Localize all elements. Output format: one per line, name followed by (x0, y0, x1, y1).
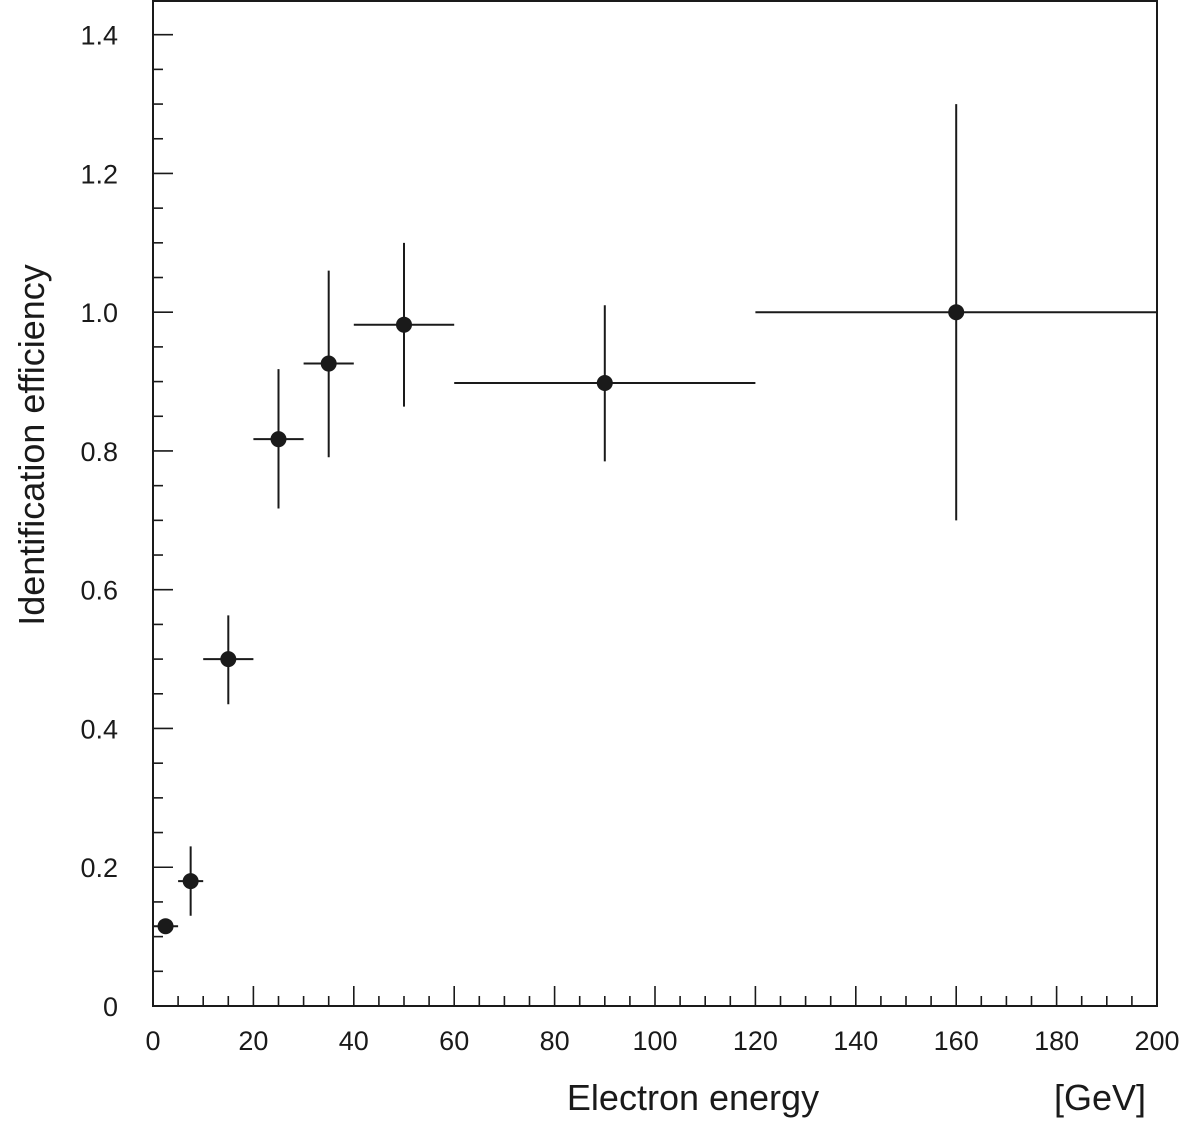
y-tick-label: 0.8 (80, 437, 118, 467)
x-axis-unit: [GeV] (1054, 1077, 1146, 1118)
data-point-group (303, 270, 354, 458)
x-tick-label: 120 (733, 1026, 778, 1056)
data-point (320, 355, 337, 372)
data-point (596, 374, 613, 391)
x-tick-label: 160 (934, 1026, 979, 1056)
data-point-group (755, 104, 1157, 521)
data-point-group (153, 918, 179, 935)
y-tick-label: 0 (103, 992, 118, 1022)
data-point-group (454, 305, 756, 462)
x-tick-label: 100 (632, 1026, 677, 1056)
y-tick-label: 0.6 (80, 576, 118, 606)
y-tick-label: 1.0 (80, 298, 118, 328)
data-point (396, 316, 412, 333)
y-tick-label: 1.2 (80, 159, 118, 189)
x-tick-label: 180 (1034, 1026, 1079, 1056)
x-tick-label: 20 (238, 1026, 268, 1056)
data-point (182, 873, 199, 890)
data-point (220, 651, 237, 668)
y-tick-label: 0.4 (80, 714, 118, 744)
x-tick-label: 80 (540, 1026, 570, 1056)
y-tick-labels: 0 0.2 0.4 0.6 0.8 1.0 1.2 1.4 (80, 21, 118, 1022)
y-tick-label: 1.4 (80, 21, 118, 51)
x-tick-label: 40 (339, 1026, 369, 1056)
data-point-group (178, 846, 204, 916)
data-points (153, 104, 1157, 935)
data-point-group (353, 242, 455, 407)
plot-border (152, 0, 1158, 1007)
data-point-group (203, 615, 254, 705)
y-tick-label: 0.2 (80, 853, 118, 883)
x-tick-label: 140 (833, 1026, 878, 1056)
plot-frame (152, 0, 1158, 1007)
y-axis-title: Identification efficiency (11, 264, 52, 626)
x-axis-title: Electron energy (567, 1077, 819, 1118)
data-point-group (253, 369, 304, 509)
x-tick-label: 0 (145, 1026, 160, 1056)
data-point (157, 918, 174, 935)
x-tick-labels: 0 20 40 60 80 100 120 140 160 180 200 (145, 1026, 1179, 1056)
data-point (948, 304, 965, 321)
x-tick-label: 200 (1134, 1026, 1179, 1056)
axis-ticks (152, 0, 1158, 1007)
x-tick-label: 60 (439, 1026, 469, 1056)
data-point (270, 431, 287, 448)
